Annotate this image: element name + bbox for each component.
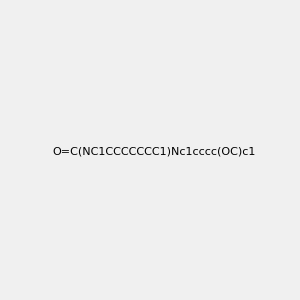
Text: O=C(NC1CCCCCCC1)Nc1cccc(OC)c1: O=C(NC1CCCCCCC1)Nc1cccc(OC)c1 (52, 146, 255, 157)
